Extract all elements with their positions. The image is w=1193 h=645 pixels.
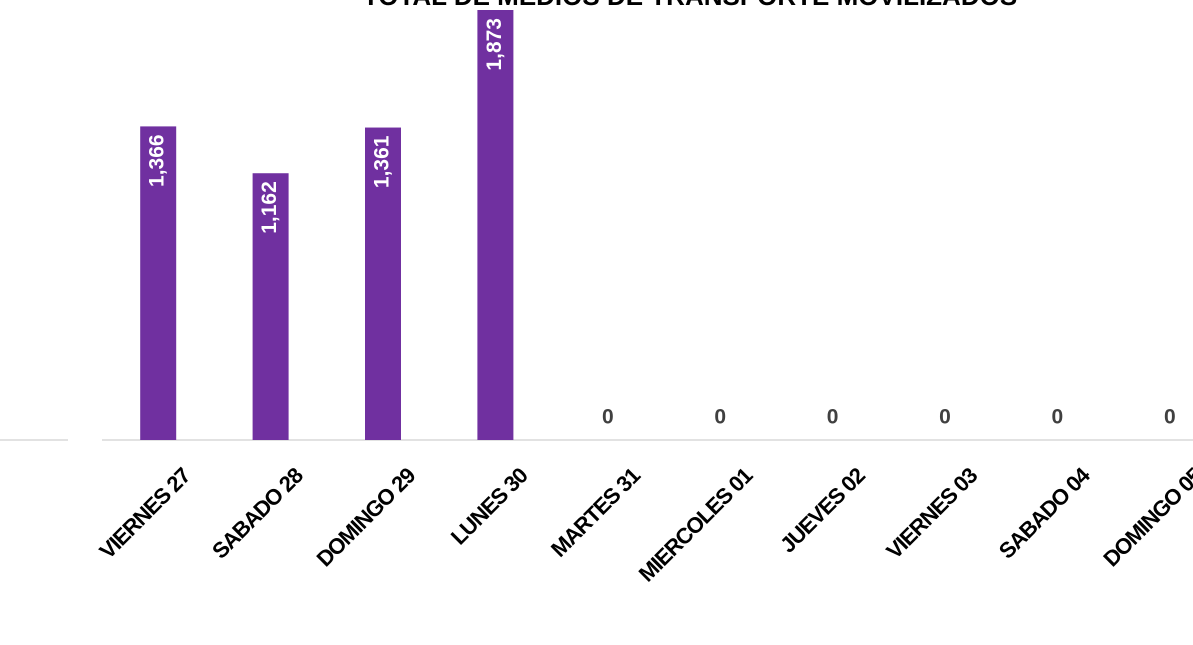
bar bbox=[477, 10, 514, 440]
value-label: 1,162 bbox=[258, 181, 281, 234]
x-tick-label: DOMINGO 05 bbox=[1098, 463, 1193, 572]
value-label: 0 bbox=[827, 406, 839, 429]
bar bbox=[140, 126, 177, 441]
value-label: 0 bbox=[1164, 406, 1176, 429]
value-label: 1,873 bbox=[483, 18, 506, 71]
x-tick-label: JUEVES 02 bbox=[775, 463, 870, 558]
x-tick-label: VIERNES 03 bbox=[881, 463, 982, 564]
value-label: 0 bbox=[1052, 406, 1064, 429]
x-tick-label: VIERNES 27 bbox=[95, 463, 196, 564]
x-tick-label: MARTES 31 bbox=[546, 463, 645, 562]
x-tick-label: LUNES 30 bbox=[446, 463, 533, 550]
value-label: 0 bbox=[602, 406, 614, 429]
value-label: 0 bbox=[714, 406, 726, 429]
x-tick-label: SABADO 04 bbox=[994, 462, 1096, 564]
value-label: 1,366 bbox=[146, 134, 169, 187]
x-tick-label: DOMINGO 29 bbox=[312, 463, 421, 572]
bar bbox=[252, 173, 289, 441]
value-label: 1,361 bbox=[371, 135, 394, 188]
x-tick-label: SABADO 28 bbox=[207, 463, 308, 564]
chart-title: TOTAL DE MEDIOS DE TRANSPORTE MOVILIZADO… bbox=[363, 0, 1017, 11]
bar bbox=[365, 127, 401, 441]
value-label: 0 bbox=[939, 406, 951, 429]
x-tick-label: MIERCOLES 01 bbox=[634, 463, 758, 587]
